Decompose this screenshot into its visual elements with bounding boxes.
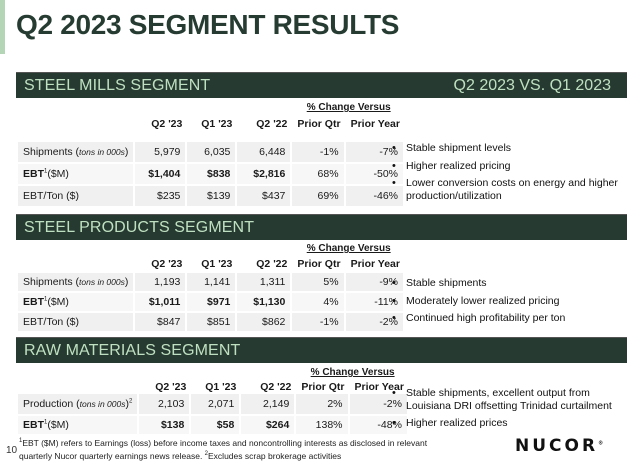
steel-mills-bullets: Stable shipment levels Higher realized p… bbox=[392, 142, 632, 207]
page-number: 10 bbox=[6, 445, 18, 456]
page-title: Q2 2023 SEGMENT RESULTS bbox=[16, 9, 400, 40]
title-accent-bar bbox=[0, 0, 5, 54]
table-row: Shipments (tons in 000s) 5,979 6,035 6,448… bbox=[18, 142, 405, 164]
bullet-item: Stable shipments bbox=[392, 277, 565, 290]
table-row: EBT1($M) $1,011 $971 $1,130 4% -11% bbox=[18, 293, 405, 313]
steel-products-table: % Change Versus Q2 '23 Q1 '23 Q2 '22 Pri… bbox=[18, 242, 405, 333]
col-q2-23: Q2 '23 bbox=[151, 118, 183, 130]
bullet-item: Moderately lower realized pricing bbox=[392, 295, 565, 308]
col-q1-23: Q1 '23 bbox=[201, 258, 233, 270]
bullet-item: Continued high profitability per ton bbox=[392, 312, 565, 325]
steel-products-title: STEEL PRODUCTS SEGMENT bbox=[24, 219, 255, 236]
change-versus-header: % Change Versus bbox=[310, 367, 395, 378]
raw-materials-bullets: Stable shipments, excellent output from … bbox=[392, 387, 612, 435]
steel-mills-table: % Change Versus Q2 '23 Q1 '23 Q2 '22 Pri… bbox=[18, 101, 405, 208]
raw-materials-table: % Change Versus Q2 '23 Q1 '23 Q2 '22 Pri… bbox=[18, 366, 409, 436]
table-row: EBT1($M) $1,404 $838 $2,816 68% -50% bbox=[18, 164, 405, 186]
col-q2-22: Q2 '22 bbox=[256, 118, 288, 130]
bullet-item: Stable shipments, excellent output from … bbox=[392, 387, 612, 412]
col-q2-23: Q2 '23 bbox=[151, 258, 183, 270]
col-q2-23: Q2 '23 bbox=[155, 380, 187, 393]
bullet-item: Higher realized prices bbox=[392, 417, 612, 430]
table-row: EBT/Ton ($) $847 $851 $862 -1% -2% bbox=[18, 313, 405, 333]
table-row: Shipments (tons in 000s) 1,193 1,141 1,311… bbox=[18, 273, 405, 293]
col-q1-23: Q1 '23 bbox=[201, 118, 233, 130]
steel-mills-header: STEEL MILLS SEGMENT Q2 2023 VS. Q1 2023 bbox=[16, 72, 627, 98]
nucor-logo: NUCOR® bbox=[515, 436, 604, 456]
col-prior-qtr: Prior Qtr bbox=[297, 118, 341, 130]
footnote: 1EBT ($M) refers to Earnings (loss) befo… bbox=[19, 437, 428, 461]
steel-products-header: STEEL PRODUCTS SEGMENT bbox=[16, 214, 627, 240]
change-versus-header: % Change Versus bbox=[306, 102, 391, 113]
comparison-label: Q2 2023 VS. Q1 2023 bbox=[453, 77, 611, 94]
col-q2-22: Q2 '22 bbox=[260, 380, 292, 393]
change-versus-header: % Change Versus bbox=[306, 243, 391, 254]
col-prior-qtr: Prior Qtr bbox=[297, 258, 341, 270]
table-row: EBT/Ton ($) $235 $139 $437 69% -46% bbox=[18, 186, 405, 208]
col-prior-year: Prior Year bbox=[350, 258, 400, 270]
col-prior-qtr: Prior Qtr bbox=[301, 380, 345, 393]
table-row: Production (tons in 000s)2 2,103 2,071 2,1… bbox=[18, 394, 409, 416]
bullet-item: Higher realized pricing bbox=[392, 160, 632, 173]
table-row: EBT1($M) $138 $58 $264 138% -48% bbox=[18, 416, 409, 436]
bullet-item: Stable shipment levels bbox=[392, 142, 632, 155]
col-q1-23: Q1 '23 bbox=[205, 380, 237, 393]
raw-materials-header: RAW MATERIALS SEGMENT bbox=[16, 337, 627, 363]
col-prior-year: Prior Year bbox=[350, 118, 400, 130]
col-q2-22: Q2 '22 bbox=[256, 258, 288, 270]
raw-materials-title: RAW MATERIALS SEGMENT bbox=[24, 342, 241, 359]
steel-products-bullets: Stable shipments Moderately lower realiz… bbox=[392, 277, 565, 330]
steel-mills-title: STEEL MILLS SEGMENT bbox=[24, 77, 211, 94]
bullet-item: Lower conversion costs on energy and hig… bbox=[392, 177, 632, 202]
